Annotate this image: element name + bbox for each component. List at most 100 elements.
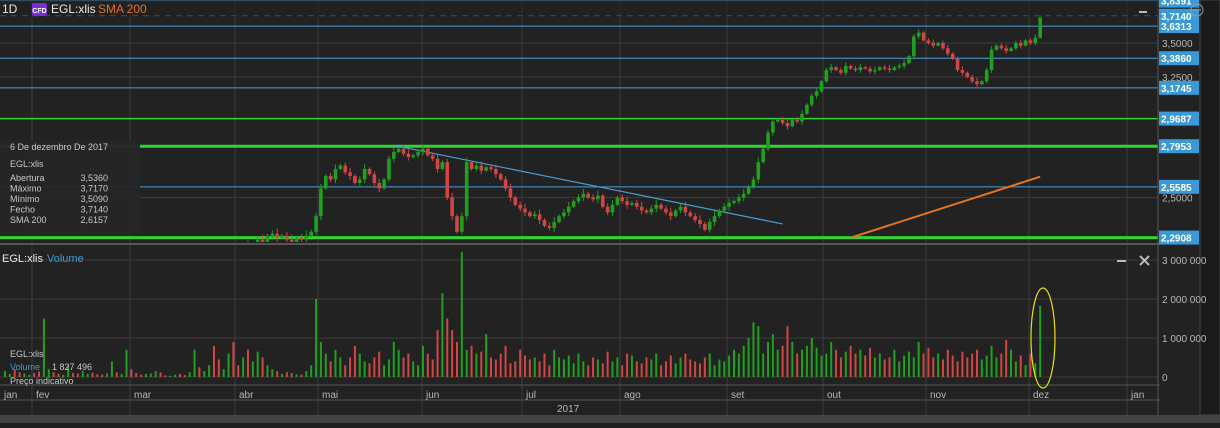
candle-body [576,197,581,202]
candle-body [882,67,887,69]
volume-bar [324,353,327,377]
volume-bar [42,318,45,377]
volume-close-icon[interactable] [1139,255,1150,266]
candle-body [654,204,659,209]
info-value: 2,6157 [80,215,108,225]
volume-panel[interactable] [4,252,1042,377]
candle-body [785,123,790,127]
candle-body [620,197,625,202]
info-box: 6 De dezembro De 2017 EGL:xlis Abertura 3… [0,140,140,235]
zoom-out-icon[interactable] [1190,3,1204,17]
volume-bar [762,353,765,377]
candle-body [372,174,377,183]
volume-bar [149,373,152,377]
candle-body [878,67,882,71]
right-scroll-strip[interactable] [1199,0,1220,416]
volume-bar [52,372,55,377]
price-tick-label: 3,5000 [1162,39,1193,50]
volume-bar [810,338,813,377]
sma-indicator-label[interactable]: SMA 200 [98,2,147,16]
candle-body [1038,15,1042,38]
candle-body [902,63,906,66]
volume-bar [883,359,886,377]
candle-body [445,162,450,198]
candle-body [387,158,391,180]
volume-bar [864,355,867,377]
volume-bar [23,373,26,377]
year-label: 2017 [557,404,580,415]
volume-bar [664,361,667,377]
volume-bar [971,353,974,377]
candle-body [518,204,522,209]
candle-body [868,68,872,72]
candle-body [528,212,532,217]
volume-bar [188,372,191,377]
volume-bar [329,361,332,377]
candle-body [722,206,727,211]
volume-bar [208,365,211,377]
volume-bar [830,341,833,377]
volume-bar [8,373,11,377]
minimize-icon[interactable] [1139,11,1147,13]
price-panel[interactable] [0,0,1158,285]
volume-bar [334,349,337,377]
candle-body [1018,43,1023,46]
volume-bar [839,357,842,377]
candle-body [600,195,605,207]
info-value: 3,5360 [80,173,108,183]
candle-body [635,202,639,207]
volume-bar [358,353,361,377]
candle-body [746,186,751,194]
month-label-set: set [731,390,745,401]
candle-body [571,201,576,207]
volume-legend-value: 1 827 496 [52,362,92,372]
volume-bar [368,363,371,377]
volume-bar [174,374,177,377]
volume-bar [577,353,580,377]
volume-bar [281,373,284,377]
volume-bar [723,361,726,377]
candle-body [469,162,474,169]
volume-bar [572,363,575,377]
candle-body [605,206,610,213]
volume-bar [164,375,167,377]
volume-bar [120,373,123,377]
volume-bar [786,326,789,377]
symbol-label[interactable]: EGL:xlis [51,2,96,16]
volume-bar [1019,355,1022,377]
month-label-ago: ago [624,390,641,401]
candle-body [737,197,741,202]
candle-body [304,235,309,240]
volume-bar [383,365,386,377]
candle-body [630,202,634,205]
candle-body [265,235,270,242]
interval-label[interactable]: 1D [2,2,18,16]
bottom-scrollbar[interactable] [0,415,1220,423]
volume-bar [849,345,852,377]
volume-bar [859,349,862,377]
volume-bar [951,355,954,377]
volume-bar [1000,353,1003,377]
candle-body [542,220,547,226]
candle-body [693,216,697,221]
volume-minimize-icon[interactable] [1117,260,1126,262]
candle-body [489,167,493,169]
volume-bar [533,357,536,377]
candle-body [775,119,780,122]
volume-bar [470,345,473,377]
candle-body [897,65,902,68]
candle-body [285,235,289,240]
candle-body [275,233,279,238]
candle-body [552,221,556,228]
volume-bar [110,361,113,377]
candle-body [936,43,940,46]
volume-bar [976,349,978,377]
volume-bar [1034,363,1037,377]
candle-body [790,119,795,127]
candle-body [639,206,644,211]
volume-bar [441,293,444,377]
month-label-jan: jan [1130,390,1144,401]
volume-bar [519,349,522,377]
month-label-mar: mar [134,390,152,401]
